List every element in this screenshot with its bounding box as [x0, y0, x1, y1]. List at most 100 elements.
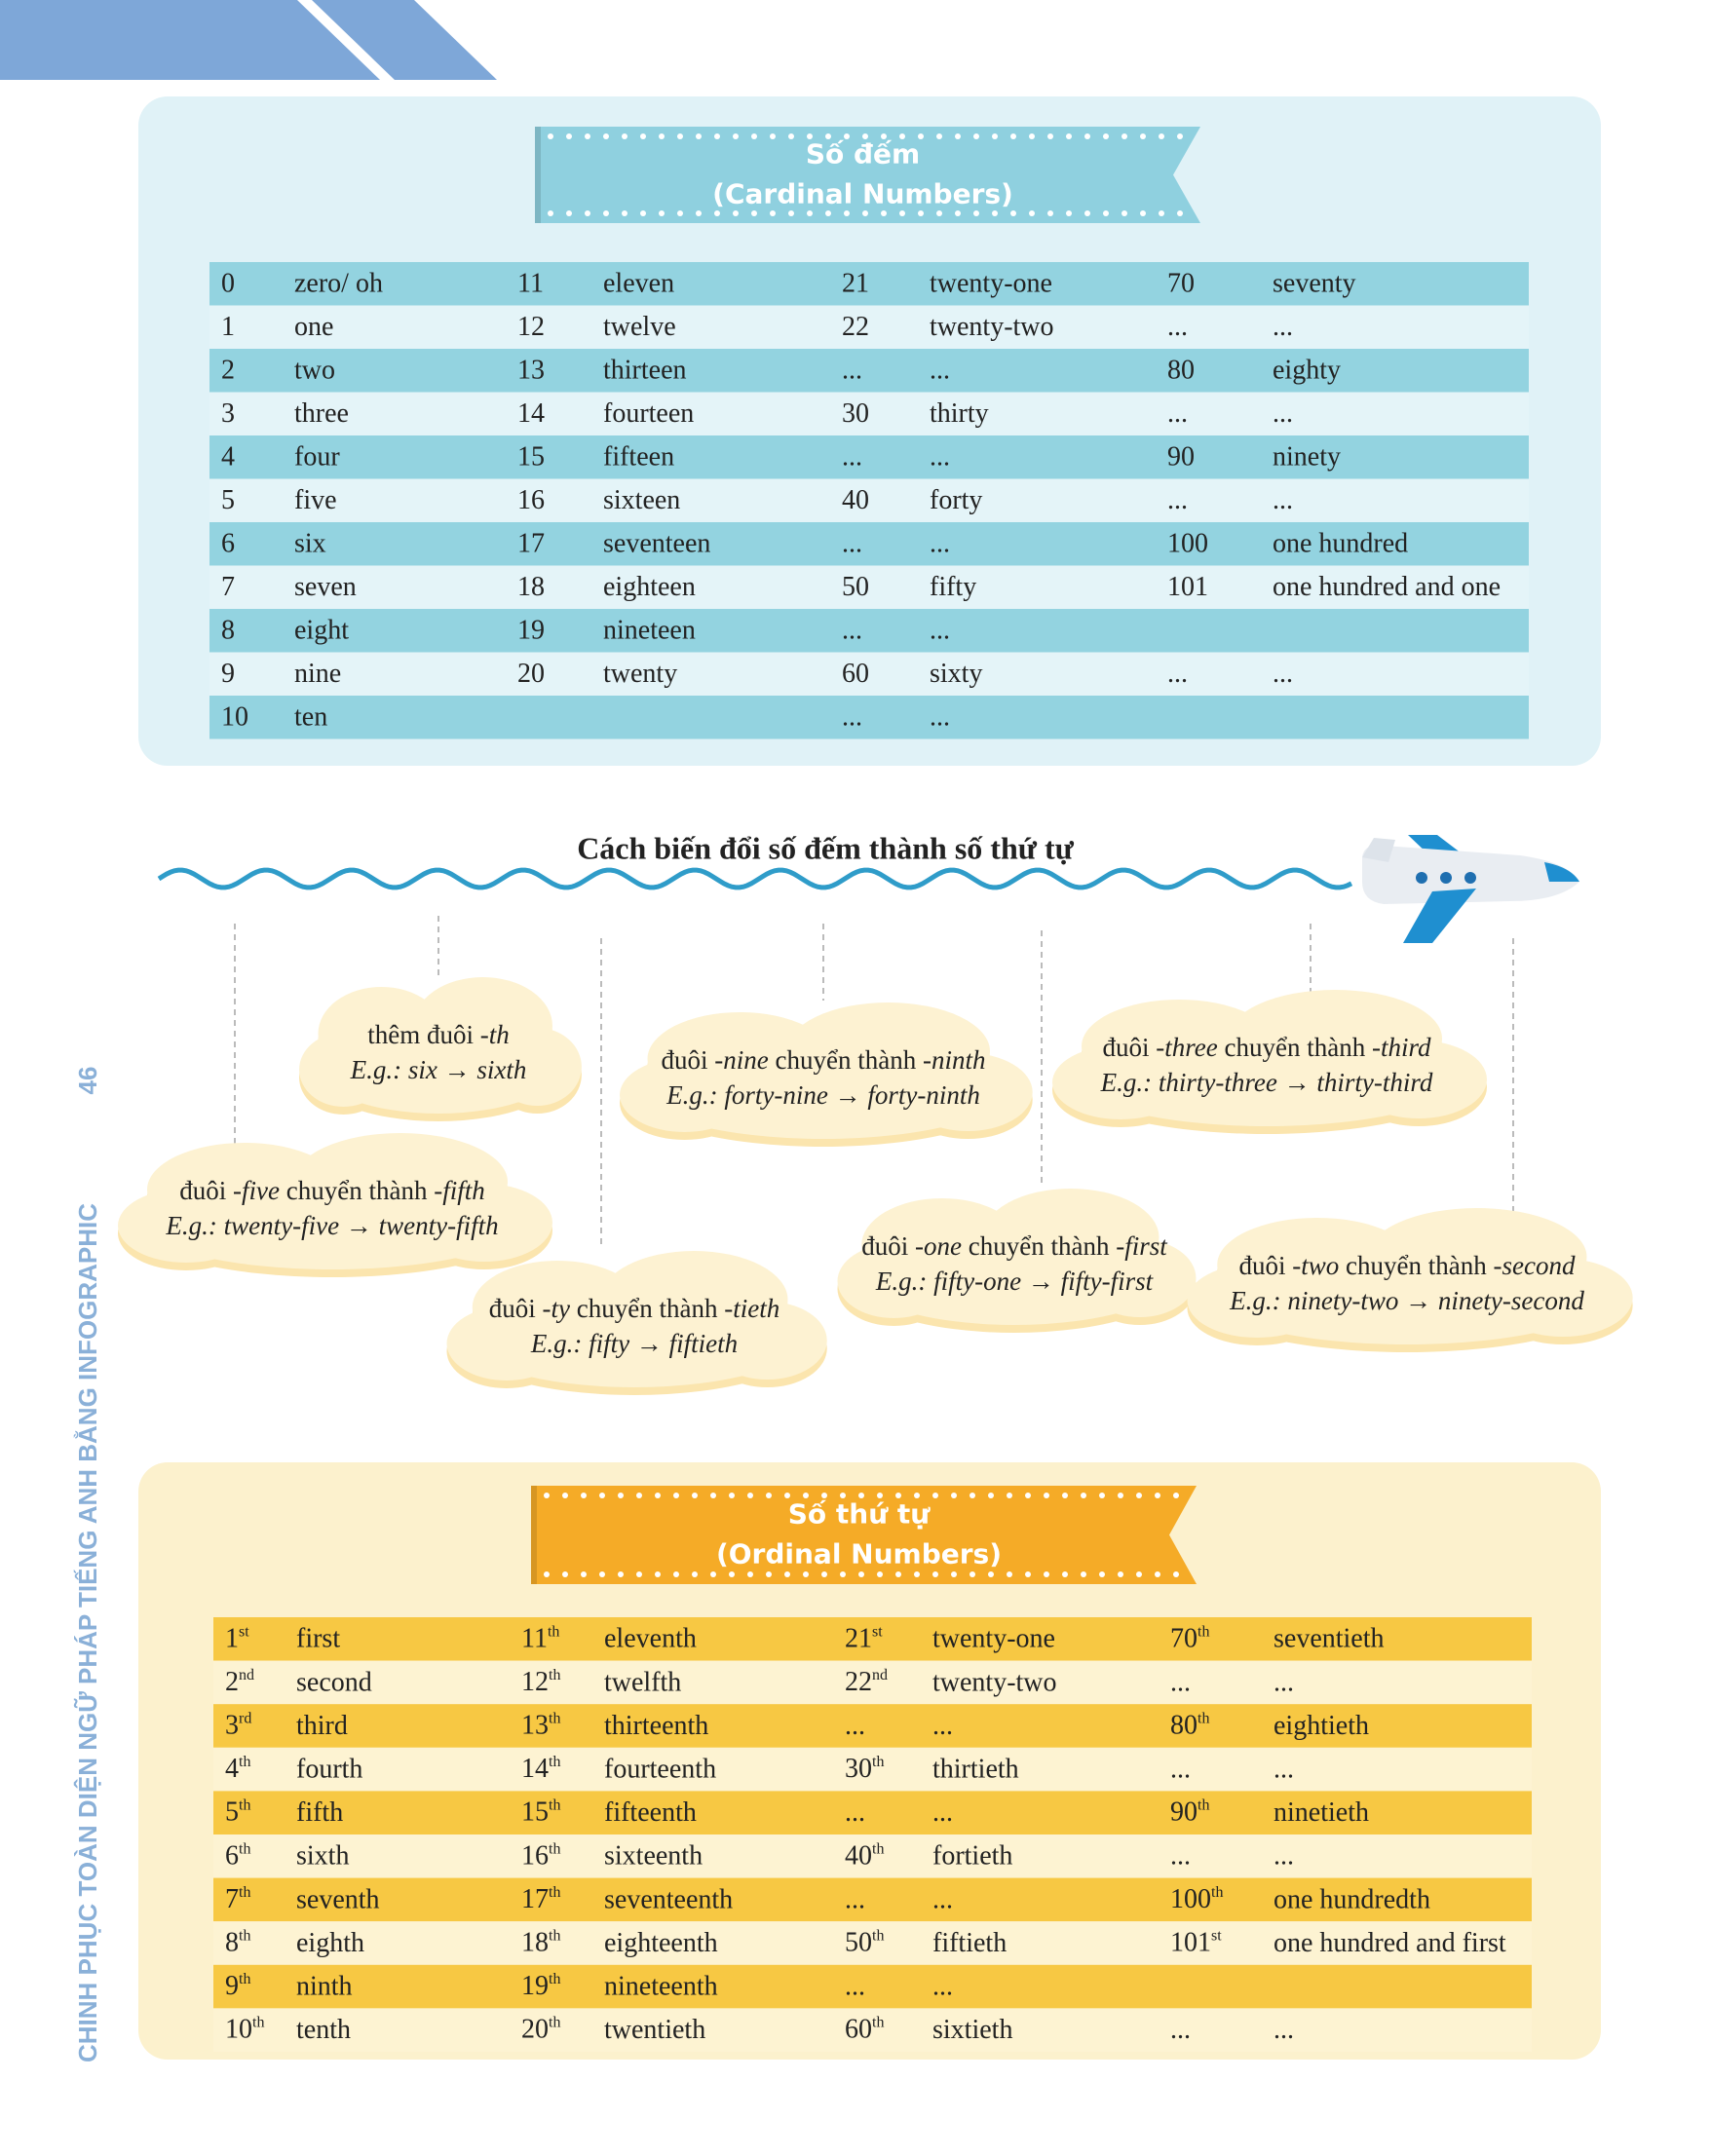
- banner-dot: [622, 133, 627, 139]
- corner-stripe: [312, 0, 497, 80]
- banner-dot: [770, 210, 776, 216]
- cloud-example: E.g.: twenty-five → twenty-fifth: [165, 1211, 498, 1240]
- suffix: st: [239, 1623, 249, 1640]
- rule-part: -one: [915, 1231, 962, 1261]
- number: 20: [517, 659, 545, 689]
- cloud-example: E.g.: fifty → fiftieth: [530, 1329, 738, 1358]
- ordinal-number: 100th: [1170, 1884, 1223, 1915]
- banner-dot: [862, 133, 868, 139]
- number: 4: [225, 1755, 239, 1785]
- number: 70: [1170, 1624, 1198, 1654]
- table-row: [213, 2008, 1532, 2052]
- plane-wing: [1403, 889, 1476, 943]
- ordinal-number: 19th: [521, 1971, 560, 2002]
- banner-dot: [599, 1493, 605, 1498]
- banner-dot: [895, 1493, 901, 1498]
- rule-part: chuyển thành: [280, 1176, 434, 1205]
- number-word: ...: [932, 1972, 953, 2002]
- plane-nose: [1544, 862, 1579, 882]
- banner-dot: [858, 1493, 864, 1498]
- number-word: sixteenth: [604, 1841, 703, 1872]
- banner-dot: [877, 1493, 883, 1498]
- banner-dot: [1081, 1571, 1086, 1577]
- number: 30: [845, 1755, 872, 1785]
- airplane: [1362, 835, 1579, 943]
- number: 12: [517, 312, 545, 342]
- number-word: second: [296, 1667, 372, 1697]
- number-word: twenty-one: [930, 269, 1052, 299]
- suffix: th: [239, 1884, 250, 1901]
- number: 9: [225, 1972, 239, 2002]
- number-word: ...: [1273, 485, 1293, 515]
- number: 1: [221, 312, 235, 342]
- rule-part: -first: [1116, 1231, 1168, 1261]
- suffix: th: [872, 1754, 884, 1770]
- number: 7: [221, 572, 235, 602]
- banner-dot: [766, 1493, 772, 1498]
- banner-subtitle: (Ordinal Numbers): [716, 1538, 1002, 1570]
- banner-dot: [585, 210, 590, 216]
- banner-dot: [840, 1493, 846, 1498]
- banner-dot: [932, 1571, 938, 1577]
- banner-dot: [733, 210, 739, 216]
- number: 80: [1170, 1711, 1198, 1741]
- rule-part: -two: [1292, 1251, 1339, 1280]
- banner-dot: [858, 1571, 864, 1577]
- number: 11: [521, 1624, 548, 1654]
- ordinal-number: 70th: [1170, 1623, 1209, 1654]
- suffix: th: [239, 1971, 250, 1987]
- banner-dot: [1044, 1493, 1049, 1498]
- number-word: thirteenth: [604, 1711, 708, 1741]
- number-word: seventieth: [1274, 1624, 1385, 1654]
- banner-dot: [973, 210, 979, 216]
- banner-dot: [807, 210, 813, 216]
- banner-subtitle: (Cardinal Numbers): [712, 178, 1013, 210]
- banner-dot: [1025, 1571, 1031, 1577]
- rule-part: đuôi: [1239, 1251, 1293, 1280]
- number-word: ...: [930, 356, 950, 386]
- number: 15: [521, 1797, 549, 1828]
- number-word: ninetieth: [1274, 1797, 1369, 1828]
- banner-dot: [1084, 210, 1090, 216]
- number: 100: [1167, 529, 1208, 559]
- banner-dot: [1122, 210, 1127, 216]
- plane-window: [1464, 872, 1476, 884]
- number-word: eightieth: [1274, 1711, 1369, 1741]
- table-row: [213, 1921, 1532, 1965]
- banner-dot: [895, 1571, 901, 1577]
- number-word: nineteen: [603, 616, 696, 646]
- banner-dot: [714, 210, 720, 216]
- suffix: th: [239, 1840, 250, 1857]
- number-word: seventy: [1273, 269, 1356, 299]
- number-word: eighteenth: [604, 1928, 718, 1958]
- number-word: seventh: [296, 1884, 380, 1914]
- number-word: seventeenth: [604, 1884, 733, 1914]
- ordinal-number: 2nd: [225, 1667, 254, 1698]
- suffix: th: [1198, 1797, 1209, 1813]
- banner-dot: [770, 133, 776, 139]
- banner-dot: [1118, 1493, 1123, 1498]
- cloud-puff: [118, 1189, 254, 1263]
- table-row: [209, 478, 1529, 522]
- banner-dot: [936, 210, 942, 216]
- cloud-rule: đuôi -two chuyển thành -second: [1239, 1251, 1576, 1280]
- number: 22: [845, 1667, 872, 1697]
- banner-dot: [1159, 133, 1164, 139]
- number-word: eleven: [603, 269, 674, 299]
- number-word: sixteen: [603, 485, 680, 515]
- banner-dot: [918, 133, 924, 139]
- banner-dot: [729, 1571, 735, 1577]
- banner-dot: [1029, 210, 1035, 216]
- number: 80: [1167, 356, 1195, 386]
- banner-dot: [581, 1493, 587, 1498]
- banner-dot: [825, 210, 831, 216]
- number-word: forty: [930, 485, 982, 515]
- banner-dot: [696, 210, 702, 216]
- number: ...: [1170, 1755, 1191, 1785]
- number: 15: [517, 442, 545, 473]
- number-word: ...: [1273, 398, 1293, 429]
- banner-dot: [636, 1493, 642, 1498]
- number-word: thirty: [930, 398, 989, 429]
- cloud-rule: đuôi -ty chuyển thành -tieth: [489, 1294, 779, 1323]
- banner-dot: [988, 1493, 994, 1498]
